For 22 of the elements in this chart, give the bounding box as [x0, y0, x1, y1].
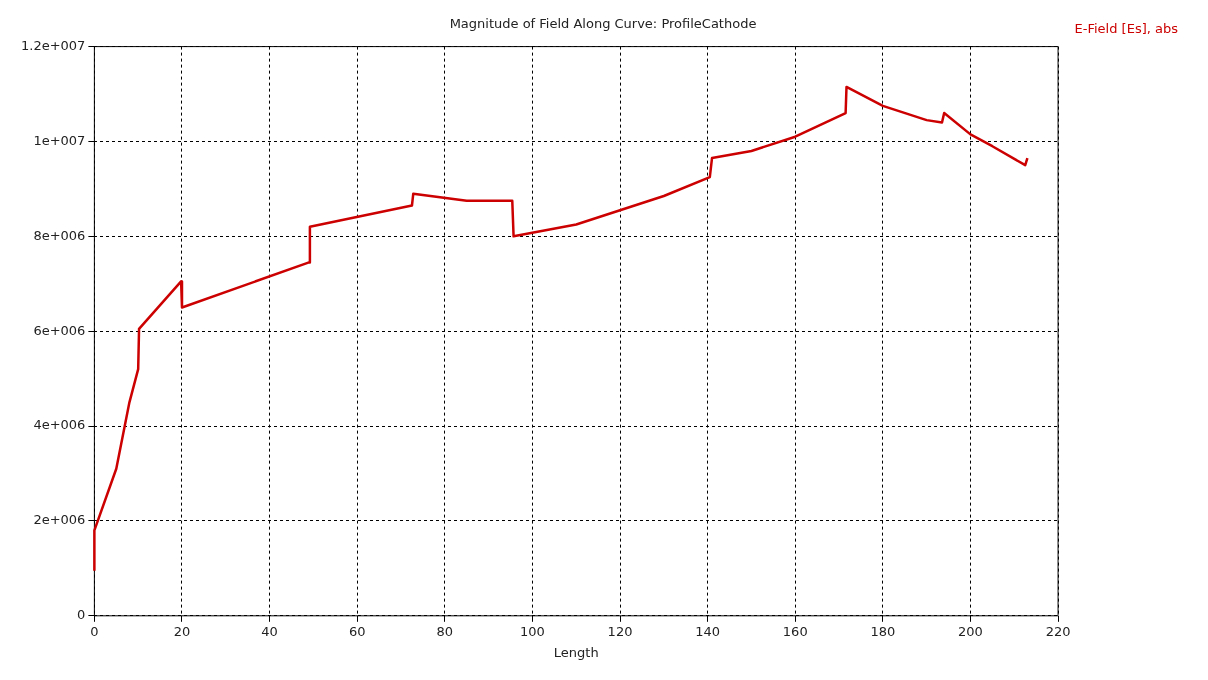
y-tick-label: 2e+006	[33, 512, 86, 528]
x-tick-label: 20	[173, 623, 191, 639]
x-tick-label: 80	[436, 623, 454, 639]
x-tick-label: 140	[695, 623, 721, 639]
y-tick-label: 1e+007	[33, 132, 86, 148]
x-tick-label: 120	[607, 623, 633, 639]
y-tick-label: 1.2e+007	[20, 37, 86, 53]
y-tick-label: 6e+006	[33, 322, 86, 338]
x-tick-label: 160	[782, 623, 808, 639]
x-tick-label: 180	[870, 623, 896, 639]
x-tick-label: 60	[348, 623, 366, 639]
text: E-Field [Es], abs	[1074, 20, 1179, 36]
chart-title: Magnitude of Field Along Curve: ProfileCathode	[449, 16, 757, 32]
x-tick-label: 220	[1045, 623, 1071, 639]
x-tick-label: 40	[261, 623, 278, 639]
y-tick-label: 8e+006	[33, 227, 86, 243]
x-axis-title: Length	[553, 644, 599, 660]
x-tick-label: 0	[90, 623, 99, 639]
x-tick-label: 100	[520, 623, 545, 639]
y-tick-label: 0	[77, 607, 86, 623]
x-tick-label: 200	[958, 623, 983, 639]
y-tick-label: 4e+006	[33, 417, 86, 433]
